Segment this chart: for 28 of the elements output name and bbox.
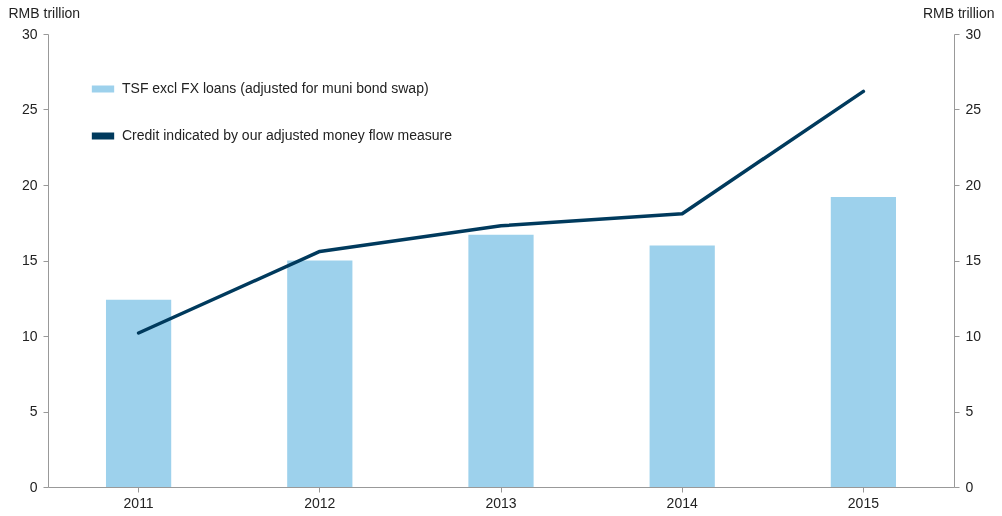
y2-axis-title: RMB trillion [922, 4, 995, 21]
y-tick-label: 10 [21, 327, 38, 344]
y-tick-label: 15 [21, 252, 38, 268]
y2-tick-label: 5 [965, 403, 974, 419]
y2-tick-label: 0 [965, 478, 974, 495]
bar [468, 234, 534, 487]
y-axis-title: RMB trillion [8, 4, 81, 21]
y-tick-label: 5 [29, 403, 38, 419]
legend-label: TSF excl FX loans (adjusted for muni bond swap) [122, 80, 429, 96]
bar [105, 299, 172, 487]
y2-tick-label: 15 [965, 252, 982, 268]
y2-tick-label: 30 [965, 25, 982, 42]
y-tick-label: 25 [21, 101, 38, 117]
y2-tick-label: 20 [965, 176, 982, 193]
y-tick-label: 0 [29, 478, 38, 495]
y-tick-label: 30 [21, 25, 38, 42]
y2-tick-label: 25 [965, 101, 982, 117]
bar [287, 260, 353, 487]
y2-tick-label: 10 [965, 327, 982, 344]
x-tick-label: 2014 [666, 494, 698, 511]
x-tick-label: 2011 [123, 494, 154, 511]
bar [649, 245, 715, 487]
y-tick-label: 20 [21, 176, 38, 193]
x-tick-label: 2013 [485, 494, 517, 511]
legend-label: Credit indicated by our adjusted money flow measure [122, 127, 453, 143]
x-tick-label: 2015 [847, 494, 880, 511]
x-tick-label: 2012 [304, 494, 336, 511]
bar [830, 197, 897, 487]
